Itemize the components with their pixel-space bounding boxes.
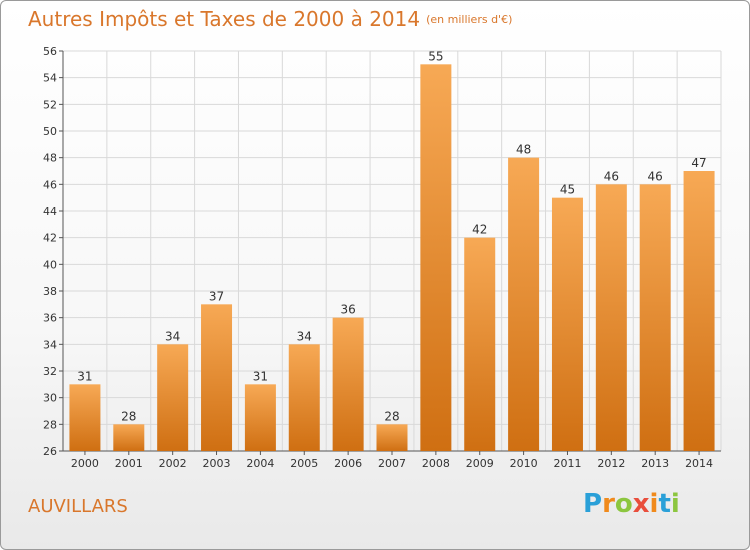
x-tick-label: 2004 — [246, 457, 274, 470]
chart-title-text: Autres Impôts et Taxes de 2000 à 2014 — [28, 7, 421, 31]
value-label: 28 — [384, 409, 399, 423]
value-label: 31 — [253, 369, 268, 383]
value-label: 36 — [340, 303, 355, 317]
bar — [683, 171, 715, 451]
value-label: 28 — [121, 409, 136, 423]
proxiti-logo: Proxiti — [583, 489, 680, 519]
y-tick-label: 44 — [43, 205, 57, 218]
x-tick-label: 2000 — [71, 457, 99, 470]
logo-letter: P — [583, 489, 603, 519]
x-tick-label: 2006 — [334, 457, 362, 470]
bar — [464, 237, 496, 451]
value-label: 42 — [472, 223, 487, 237]
y-tick-label: 52 — [43, 98, 57, 111]
x-tick-label: 2007 — [378, 457, 406, 470]
bar — [113, 424, 145, 451]
logo-letter: o — [614, 489, 633, 519]
bar — [551, 197, 583, 451]
bar — [508, 157, 540, 451]
commune-name: AUVILLARS — [28, 496, 128, 517]
y-tick-label: 38 — [43, 285, 57, 298]
bar — [332, 317, 364, 451]
x-tick-label: 2008 — [422, 457, 450, 470]
y-tick-label: 36 — [43, 312, 57, 325]
value-label: 46 — [648, 169, 663, 183]
y-tick-label: 50 — [43, 125, 57, 138]
logo-letter: i — [649, 489, 659, 519]
bar — [376, 424, 408, 451]
bar — [244, 384, 276, 451]
bar — [639, 184, 671, 452]
value-label: 47 — [691, 156, 706, 170]
value-label: 55 — [428, 49, 443, 63]
value-label: 46 — [604, 169, 619, 183]
bar — [69, 384, 101, 451]
y-tick-label: 34 — [43, 338, 57, 351]
logo-letter: x — [632, 489, 650, 519]
x-tick-label: 2012 — [597, 457, 625, 470]
logo-letter: t — [658, 489, 671, 519]
logo-letter: i — [670, 489, 680, 519]
x-tick-label: 2002 — [159, 457, 187, 470]
bar — [288, 344, 320, 451]
value-label: 31 — [77, 369, 92, 383]
y-tick-label: 48 — [43, 152, 57, 165]
x-tick-label: 2001 — [115, 457, 143, 470]
y-tick-label: 46 — [43, 178, 57, 191]
chart-title: Autres Impôts et Taxes de 2000 à 2014 (en… — [28, 7, 512, 31]
value-label: 34 — [297, 329, 312, 343]
y-tick-label: 26 — [43, 445, 57, 458]
value-label: 37 — [209, 289, 224, 303]
x-tick-label: 2003 — [203, 457, 231, 470]
x-tick-label: 2014 — [685, 457, 713, 470]
value-label: 34 — [165, 329, 180, 343]
y-tick-label: 56 — [43, 45, 57, 58]
x-tick-label: 2005 — [290, 457, 318, 470]
labels: 31 2000 28 2001 34 2002 37 2003 31 2004 34 2005 36 20… — [71, 49, 713, 470]
value-label: 45 — [560, 183, 575, 197]
x-tick-label: 2009 — [466, 457, 494, 470]
value-label: 48 — [516, 143, 531, 157]
y-tick-label: 42 — [43, 232, 57, 245]
bar — [420, 64, 452, 452]
y-tick-label: 32 — [43, 365, 57, 378]
logo-letter: r — [602, 489, 615, 519]
chart-unit: (en milliers d'€) — [426, 13, 513, 26]
x-tick-label: 2013 — [641, 457, 669, 470]
y-tick-label: 28 — [43, 418, 57, 431]
bar — [157, 344, 189, 451]
bar — [595, 184, 627, 452]
bar — [201, 304, 233, 451]
y-tick-label: 30 — [43, 392, 57, 405]
bars — [69, 64, 715, 452]
x-tick-label: 2010 — [510, 457, 538, 470]
x-tick-label: 2011 — [553, 457, 581, 470]
y-tick-label: 54 — [43, 72, 57, 85]
y-tick-label: 40 — [43, 258, 57, 271]
